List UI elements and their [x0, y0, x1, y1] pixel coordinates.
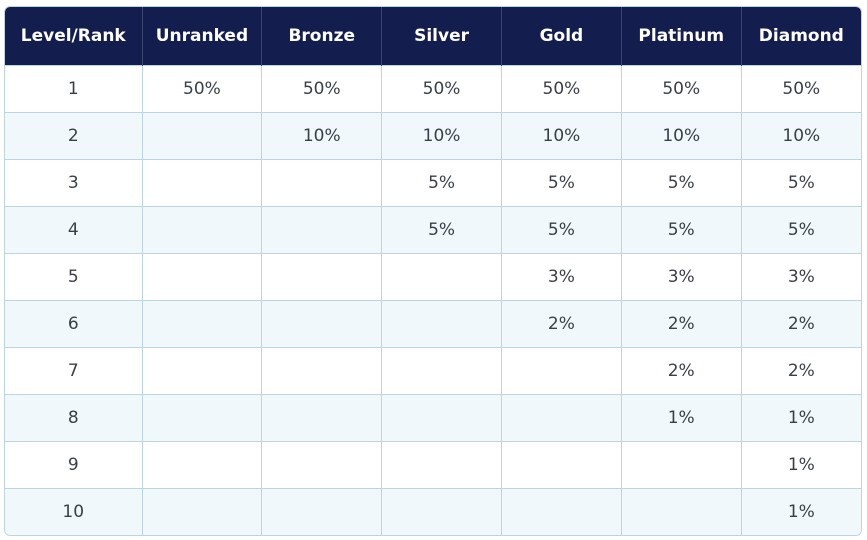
cell-level: 6: [5, 300, 143, 348]
table-row: 3 5% 5% 5% 5%: [5, 159, 861, 207]
cell-diamond: 1%: [741, 394, 861, 442]
cell-level: 2: [5, 112, 143, 160]
cell-gold: 5%: [501, 206, 622, 254]
table-row: 1 50% 50% 50% 50% 50% 50%: [5, 65, 861, 113]
cell-diamond: 5%: [741, 206, 861, 254]
table-row: 2 10% 10% 10% 10% 10%: [5, 112, 861, 160]
cell-bronze: [261, 394, 383, 442]
cell-platinum: 5%: [621, 159, 742, 207]
cell-platinum: [621, 441, 742, 489]
cell-diamond: 1%: [741, 488, 861, 535]
cell-silver: [381, 394, 502, 442]
cell-platinum: 1%: [621, 394, 742, 442]
cell-gold: 3%: [501, 253, 622, 301]
cell-unranked: [142, 253, 263, 301]
table-body: 1 50% 50% 50% 50% 50% 50% 2 10% 10% 10% 10% 10% 3 5% 5%…: [5, 65, 861, 535]
header-diamond: Diamond: [741, 7, 861, 66]
cell-diamond: 50%: [741, 65, 861, 113]
cell-platinum: 10%: [621, 112, 742, 160]
cell-platinum: [621, 488, 742, 535]
cell-silver: 50%: [381, 65, 502, 113]
cell-silver: [381, 347, 502, 395]
cell-diamond: 2%: [741, 300, 861, 348]
cell-bronze: [261, 441, 383, 489]
cell-gold: 2%: [501, 300, 622, 348]
cell-level: 7: [5, 347, 143, 395]
commission-table: Level/Rank Unranked Bronze Silver Gold P…: [5, 7, 861, 535]
cell-diamond: 2%: [741, 347, 861, 395]
cell-unranked: [142, 488, 263, 535]
cell-gold: [501, 394, 622, 442]
table-row: 8 1% 1%: [5, 394, 861, 442]
table-row: 4 5% 5% 5% 5%: [5, 206, 861, 254]
cell-bronze: 10%: [261, 112, 383, 160]
cell-silver: [381, 300, 502, 348]
cell-silver: 10%: [381, 112, 502, 160]
cell-level: 9: [5, 441, 143, 489]
cell-bronze: [261, 206, 383, 254]
cell-platinum: 50%: [621, 65, 742, 113]
cell-level: 4: [5, 206, 143, 254]
header-gold: Gold: [501, 7, 622, 66]
cell-unranked: [142, 347, 263, 395]
table-header-row: Level/Rank Unranked Bronze Silver Gold P…: [5, 7, 861, 66]
cell-gold: [501, 347, 622, 395]
cell-bronze: [261, 300, 383, 348]
cell-unranked: [142, 112, 263, 160]
cell-level: 5: [5, 253, 143, 301]
cell-bronze: [261, 253, 383, 301]
cell-diamond: 10%: [741, 112, 861, 160]
cell-diamond: 3%: [741, 253, 861, 301]
cell-platinum: 3%: [621, 253, 742, 301]
header-unranked: Unranked: [142, 7, 263, 66]
cell-gold: 50%: [501, 65, 622, 113]
cell-gold: 5%: [501, 159, 622, 207]
cell-platinum: 5%: [621, 206, 742, 254]
cell-unranked: [142, 206, 263, 254]
cell-bronze: 50%: [261, 65, 383, 113]
cell-level: 1: [5, 65, 143, 113]
cell-level: 3: [5, 159, 143, 207]
cell-diamond: 5%: [741, 159, 861, 207]
header-bronze: Bronze: [261, 7, 383, 66]
cell-unranked: [142, 300, 263, 348]
table-row: 5 3% 3% 3%: [5, 253, 861, 301]
cell-silver: [381, 441, 502, 489]
cell-platinum: 2%: [621, 347, 742, 395]
cell-silver: 5%: [381, 206, 502, 254]
cell-bronze: [261, 488, 383, 535]
cell-silver: 5%: [381, 159, 502, 207]
cell-silver: [381, 253, 502, 301]
cell-unranked: [142, 159, 263, 207]
cell-unranked: [142, 441, 263, 489]
cell-platinum: 2%: [621, 300, 742, 348]
table-row: 6 2% 2% 2%: [5, 300, 861, 348]
header-level-rank: Level/Rank: [5, 7, 143, 66]
table-row: 7 2% 2%: [5, 347, 861, 395]
commission-table-container: Level/Rank Unranked Bronze Silver Gold P…: [4, 6, 862, 536]
header-platinum: Platinum: [621, 7, 742, 66]
cell-bronze: [261, 159, 383, 207]
cell-unranked: 50%: [142, 65, 263, 113]
cell-gold: [501, 441, 622, 489]
cell-diamond: 1%: [741, 441, 861, 489]
header-silver: Silver: [381, 7, 502, 66]
table-row: 9 1%: [5, 441, 861, 489]
cell-gold: [501, 488, 622, 535]
cell-unranked: [142, 394, 263, 442]
cell-gold: 10%: [501, 112, 622, 160]
cell-silver: [381, 488, 502, 535]
cell-level: 8: [5, 394, 143, 442]
cell-level: 10: [5, 488, 143, 535]
cell-bronze: [261, 347, 383, 395]
table-row: 10 1%: [5, 488, 861, 535]
